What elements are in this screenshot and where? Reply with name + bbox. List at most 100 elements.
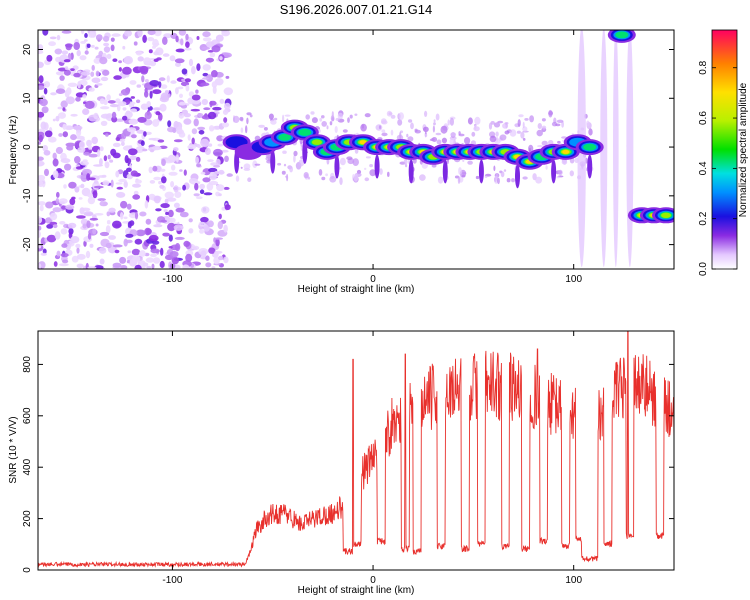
noise-blob	[195, 156, 200, 164]
noise-blob	[115, 136, 121, 142]
noise-blob	[75, 243, 81, 249]
noise-blob	[200, 250, 207, 258]
noise-blob	[77, 81, 81, 89]
snr-x-label: Height of straight line (km)	[298, 585, 415, 596]
noise-blob	[67, 82, 78, 88]
noise-blob	[118, 178, 127, 183]
noise-blob	[155, 208, 162, 212]
noise-blob	[130, 96, 135, 99]
noise-blob	[131, 248, 141, 256]
halo-blob	[342, 129, 348, 133]
noise-blob	[156, 57, 162, 61]
halo-blob	[399, 130, 404, 133]
noise-blob	[116, 186, 124, 190]
noise-blob	[45, 201, 54, 209]
halo-blob	[246, 112, 252, 116]
snr-plot-area	[38, 331, 674, 570]
snr-frame	[37, 330, 675, 571]
noise-blob	[119, 256, 127, 264]
x-tick-label: 100	[565, 274, 582, 285]
noise-blob	[203, 192, 213, 196]
halo-blob	[503, 169, 507, 172]
halo-blob	[284, 114, 291, 117]
halo-blob	[381, 129, 386, 133]
noise-blob	[184, 47, 192, 51]
halo-blob	[429, 138, 434, 141]
noise-blob	[48, 41, 56, 47]
noise-blob	[110, 44, 115, 52]
noise-blob	[152, 89, 162, 95]
colorbar-ticks: 0.0 0.2 0.4 0.6 0.8	[698, 60, 737, 276]
noise-blob	[52, 158, 59, 167]
streak	[600, 30, 608, 268]
noise-blob	[74, 186, 80, 193]
noise-blob	[108, 207, 116, 213]
noise-blob	[160, 219, 167, 223]
noise-blob	[48, 136, 57, 143]
spectrogram-frame	[37, 29, 675, 270]
noise-blob	[144, 87, 148, 93]
noise-blob	[85, 212, 94, 216]
noise-blob	[56, 250, 61, 257]
noise-blob	[173, 139, 183, 143]
noise-blob	[144, 227, 152, 236]
noise-blob	[86, 139, 92, 147]
noise-blob	[160, 247, 164, 256]
noise-blob	[179, 211, 189, 218]
noise-blob	[209, 171, 218, 181]
noise-blob	[123, 238, 128, 247]
noise-blob	[130, 108, 138, 113]
noise-blob	[87, 192, 93, 198]
noise-blob	[144, 200, 149, 209]
noise-blob	[78, 197, 83, 200]
noise-blob	[87, 266, 97, 269]
halo-blob	[541, 118, 546, 122]
halo-blob	[450, 132, 457, 137]
noise-blob	[99, 231, 110, 237]
noise-blob	[80, 207, 91, 212]
noise-blob	[125, 167, 132, 172]
noise-blob	[94, 265, 104, 269]
noise-blob	[212, 106, 222, 111]
noise-blob	[197, 113, 204, 118]
noise-blob	[183, 169, 187, 176]
noise-blob	[63, 184, 67, 189]
noise-blob	[102, 69, 110, 76]
halo-blob	[522, 176, 528, 180]
halo-blob	[282, 114, 285, 123]
noise-blob	[112, 152, 121, 159]
noise-blob	[38, 141, 41, 145]
halo-blob	[495, 131, 499, 137]
noise-blob	[153, 176, 162, 181]
halo-blob	[378, 125, 382, 130]
noise-blob	[209, 52, 216, 58]
noise-blob	[38, 242, 42, 249]
halo-blob	[346, 156, 353, 160]
noise-blob	[203, 107, 211, 111]
x-tick-label: -100	[162, 274, 182, 285]
noise-blob	[100, 76, 109, 82]
noise-blob	[161, 176, 167, 184]
noise-blob	[130, 170, 138, 177]
noise-blob	[223, 186, 230, 190]
noise-blob	[38, 50, 44, 54]
noise-blob	[202, 37, 212, 42]
noise-blob	[82, 223, 87, 229]
halo-blob	[440, 125, 448, 134]
noise-blob	[73, 42, 80, 50]
halo-blob	[558, 169, 563, 176]
noise-blob	[153, 224, 163, 228]
noise-blob	[190, 108, 200, 112]
noise-blob	[55, 146, 64, 155]
noise-blob	[206, 74, 213, 82]
noise-blob	[93, 57, 102, 64]
noise-blob	[162, 232, 170, 237]
noise-blob	[152, 165, 158, 172]
halo-blob	[529, 115, 534, 123]
halo-blob	[419, 174, 426, 181]
noise-blob	[76, 247, 80, 254]
noise-blob	[146, 265, 152, 269]
noise-blob	[152, 119, 160, 127]
noise-blob	[128, 148, 138, 156]
noise-blob	[95, 70, 100, 77]
